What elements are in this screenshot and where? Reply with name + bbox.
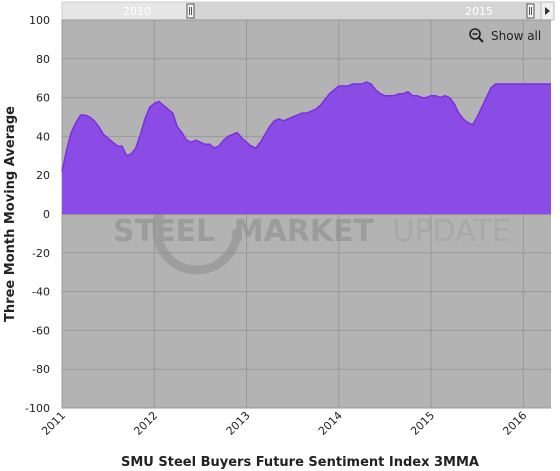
y-tick-label: 80 <box>36 53 50 66</box>
y-tick-label: 20 <box>36 169 50 182</box>
navigator-scroll-right-button[interactable] <box>540 1 555 21</box>
x-tick-label: 2016 <box>500 409 529 438</box>
show-all-button[interactable]: Show all <box>464 24 546 46</box>
y-tick-label: -40 <box>32 286 50 299</box>
svg-text:STEEL MARKET UPDAT: STEEL MARKET UPDATE <box>113 214 511 249</box>
x-axis-tick-labels: 2011 2012 2013 2014 2015 2016 <box>39 409 529 438</box>
watermark-word-update: UPDATE <box>392 214 510 249</box>
y-axis-tick-labels: -100 -80 -60 -40 -20 0 20 40 60 80 100 <box>25 14 50 415</box>
y-axis-title: Three Month Moving Average <box>3 106 18 322</box>
navigator[interactable]: 2010 2015 <box>61 1 555 21</box>
navigator-label-2015: 2015 <box>465 5 493 18</box>
zoom-out-magnifier-icon <box>469 28 484 43</box>
watermark-word-market: MARKET <box>234 214 375 249</box>
x-axis-title: SMU Steel Buyers Future Sentiment Index … <box>121 455 479 470</box>
series-line <box>61 81 551 172</box>
series-area <box>62 82 551 214</box>
y-tick-label: 60 <box>36 92 50 105</box>
watermark-word-steel: STEEL <box>113 214 215 249</box>
y-tick-label: -80 <box>32 363 50 376</box>
navigator-selected-range[interactable] <box>190 2 530 20</box>
navigator-left-handle[interactable] <box>186 3 195 19</box>
x-tick-label: 2012 <box>131 409 160 438</box>
y-tick-label: 40 <box>36 130 50 143</box>
x-tick-label: 2014 <box>316 409 345 438</box>
x-tick-label: 2013 <box>224 409 253 438</box>
y-tick-label: 0 <box>43 208 50 221</box>
y-tick-label: -20 <box>32 247 50 260</box>
y-tick-label: 100 <box>29 14 50 27</box>
y-tick-label: -100 <box>25 402 50 415</box>
navigator-label-2010: 2010 <box>123 5 151 18</box>
y-tick-label: -60 <box>32 324 50 337</box>
show-all-label: Show all <box>491 29 541 43</box>
x-tick-label: 2015 <box>408 409 437 438</box>
navigator-right-handle[interactable] <box>526 3 535 19</box>
